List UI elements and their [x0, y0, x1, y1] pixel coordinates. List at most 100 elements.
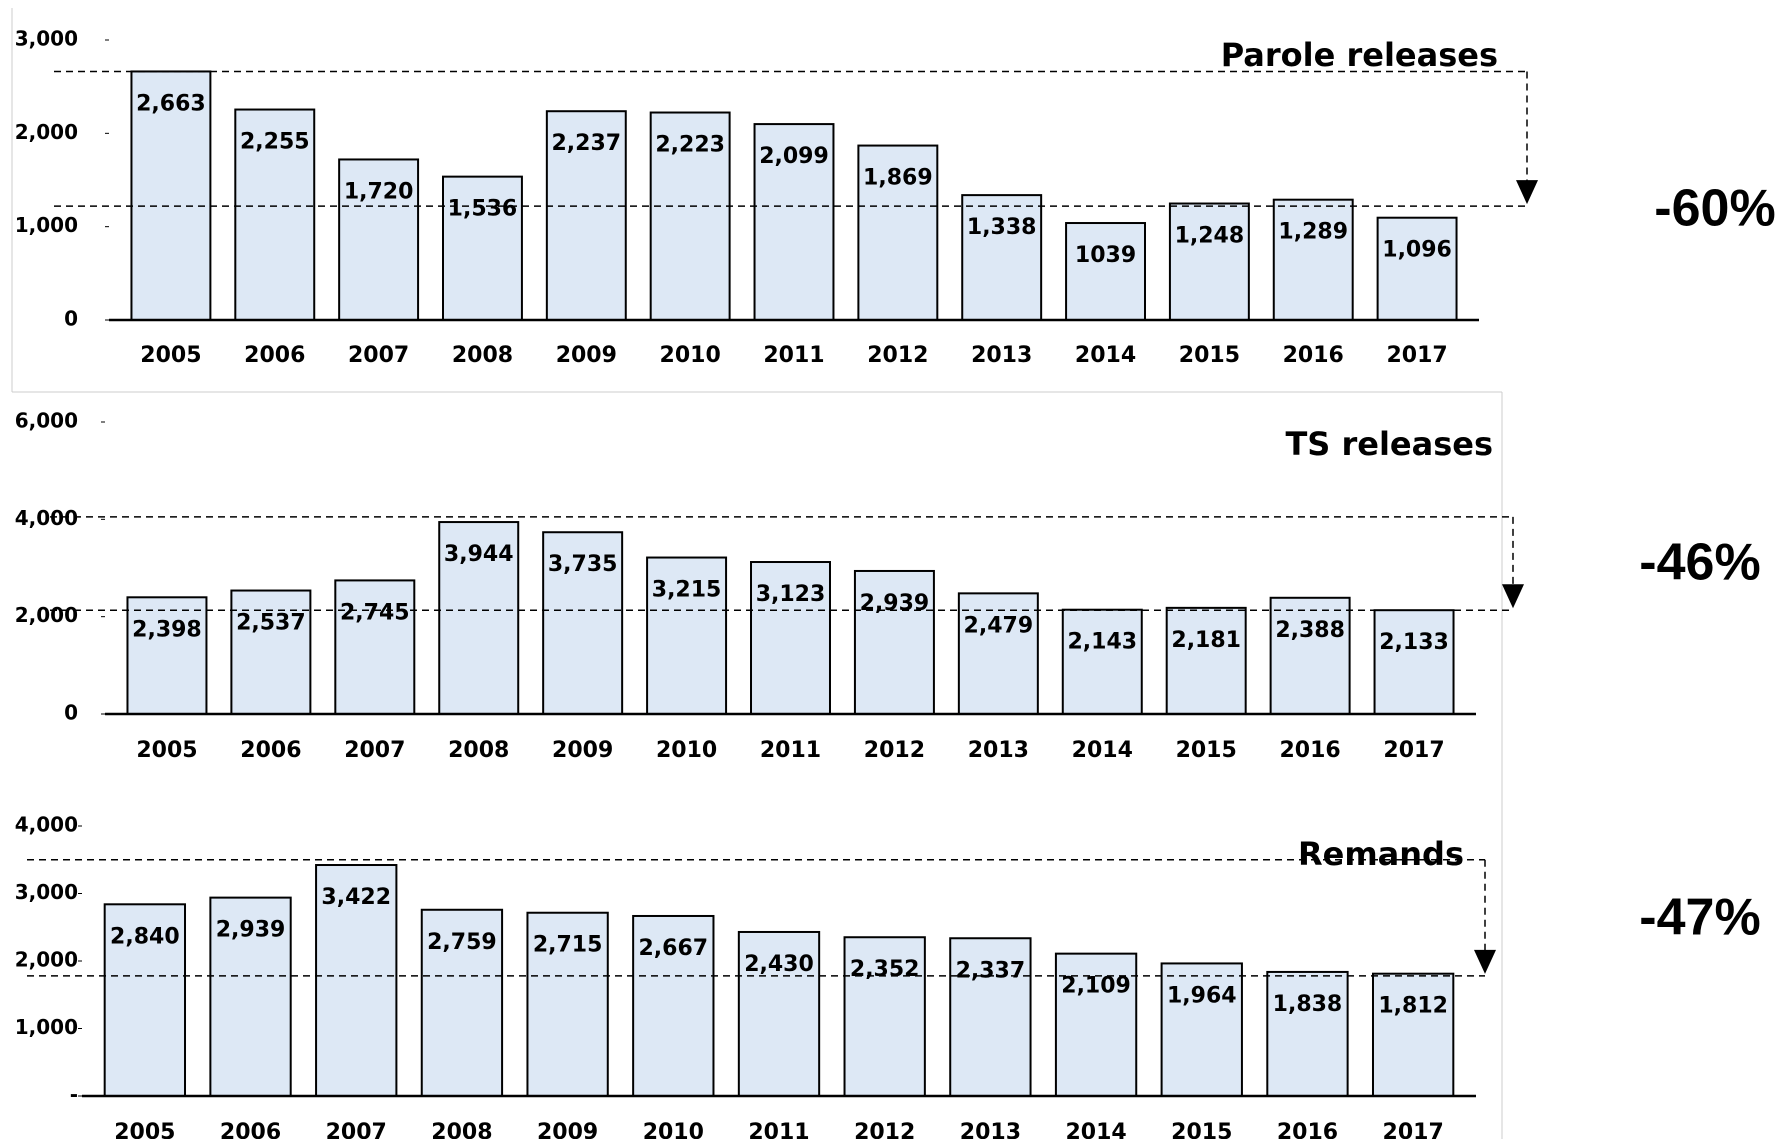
chart-title: Parole releases: [1221, 36, 1498, 74]
bar: [753, 123, 835, 321]
value-label: 1,869: [863, 166, 933, 191]
bar: [1269, 596, 1351, 715]
bar: [103, 903, 187, 1097]
value-label: 1039: [1075, 243, 1136, 268]
x-tick-label: 2017: [1383, 1120, 1444, 1139]
bar: [442, 175, 523, 321]
bar: [209, 896, 292, 1097]
change-annotation: -46%: [1639, 534, 1760, 592]
chart-title: TS releases: [1285, 425, 1493, 463]
x-tick-label: 2010: [660, 343, 721, 368]
bar: [949, 937, 1032, 1097]
arrow-head: [1502, 584, 1524, 609]
x-tick-label: 2010: [643, 1120, 704, 1139]
change-annotation: -60%: [1654, 180, 1775, 238]
x-tick-label: 2013: [971, 343, 1032, 368]
chart-title: Remands: [1298, 835, 1464, 873]
x-tick-label: 2016: [1277, 1120, 1338, 1139]
bar: [843, 936, 926, 1097]
x-tick-label: 2014: [1072, 738, 1133, 763]
x-tick-label: 2015: [1171, 1120, 1232, 1139]
bar: [338, 158, 420, 321]
x-tick-label: 2005: [140, 343, 201, 368]
value-label: 2,388: [1275, 618, 1345, 643]
y-tick-label: 1,000: [15, 1015, 78, 1039]
x-tick-label: 2012: [867, 343, 928, 368]
value-label: 1,096: [1382, 238, 1452, 263]
bar: [1371, 972, 1455, 1097]
value-label: 2,109: [1061, 974, 1131, 999]
bar: [1054, 952, 1138, 1098]
bar: [126, 596, 208, 716]
y-tick-label: 4,000: [15, 506, 78, 530]
value-label: 3,215: [652, 578, 722, 603]
value-label: 2,663: [136, 91, 206, 116]
y-tick-label: 2,000: [15, 120, 78, 144]
x-tick-label: 2007: [348, 343, 409, 368]
value-label: 2,223: [655, 133, 725, 158]
value-label: 2,715: [533, 933, 603, 958]
y-tick-label: 4,000: [15, 813, 78, 837]
x-tick-label: 2008: [452, 343, 513, 368]
bar: [750, 561, 831, 715]
bar: [230, 589, 312, 715]
change-annotation: -47%: [1639, 889, 1760, 947]
bar: [315, 864, 398, 1098]
x-tick-label: 2014: [1075, 343, 1136, 368]
x-tick-label: 2015: [1176, 738, 1237, 763]
value-label: 2,143: [1067, 630, 1137, 655]
value-label: 2,337: [956, 958, 1026, 983]
value-label: 2,840: [110, 924, 180, 949]
value-label: 2,479: [964, 613, 1034, 638]
x-tick-label: 2008: [448, 738, 509, 763]
value-label: 2,255: [240, 130, 310, 155]
value-label: 2,352: [850, 957, 920, 982]
bar: [961, 194, 1043, 321]
y-tick-label: 0: [64, 701, 78, 725]
x-tick-label: 2009: [556, 343, 617, 368]
bar: [646, 556, 728, 716]
x-tick-label: 2016: [1279, 738, 1340, 763]
y-tick-label: -: [70, 1083, 78, 1107]
x-tick-label: 2009: [552, 738, 613, 763]
value-label: 2,237: [552, 131, 622, 156]
bar: [853, 569, 935, 716]
bar: [420, 908, 504, 1098]
value-label: 2,939: [216, 918, 286, 943]
value-label: 2,430: [744, 952, 814, 977]
bar: [1373, 609, 1455, 715]
bar: [957, 592, 1039, 716]
x-tick-label: 2011: [760, 738, 821, 763]
bar: [1065, 222, 1146, 322]
arrow-head: [1516, 180, 1538, 205]
value-label: 3,123: [756, 582, 826, 607]
arrow-head: [1474, 949, 1496, 974]
bar: [1165, 606, 1247, 715]
bar: [857, 144, 939, 321]
x-tick-label: 2011: [763, 343, 824, 368]
x-tick-label: 2014: [1065, 1120, 1126, 1139]
value-label: 1,964: [1167, 983, 1237, 1008]
value-label: 2,745: [340, 600, 410, 625]
x-tick-label: 2009: [537, 1120, 598, 1139]
bar: [545, 110, 627, 321]
x-tick-label: 2012: [854, 1120, 915, 1139]
bar: [1266, 970, 1349, 1097]
y-tick-label: 6,000: [15, 409, 78, 433]
value-label: 2,939: [860, 591, 930, 616]
x-tick-label: 2013: [960, 1120, 1021, 1139]
y-tick-label: 2,000: [15, 603, 78, 627]
bar: [1272, 198, 1354, 321]
x-tick-label: 2015: [1179, 343, 1240, 368]
value-label: 1,812: [1378, 994, 1448, 1019]
x-tick-label: 2006: [240, 738, 301, 763]
x-tick-label: 2010: [656, 738, 717, 763]
value-label: 1,720: [344, 179, 414, 204]
value-label: 2,133: [1379, 630, 1449, 655]
x-tick-label: 2013: [968, 738, 1029, 763]
y-tick-label: 3,000: [15, 880, 78, 904]
value-label: 3,422: [321, 885, 391, 910]
bar: [542, 531, 624, 715]
value-label: 2,099: [759, 144, 829, 169]
